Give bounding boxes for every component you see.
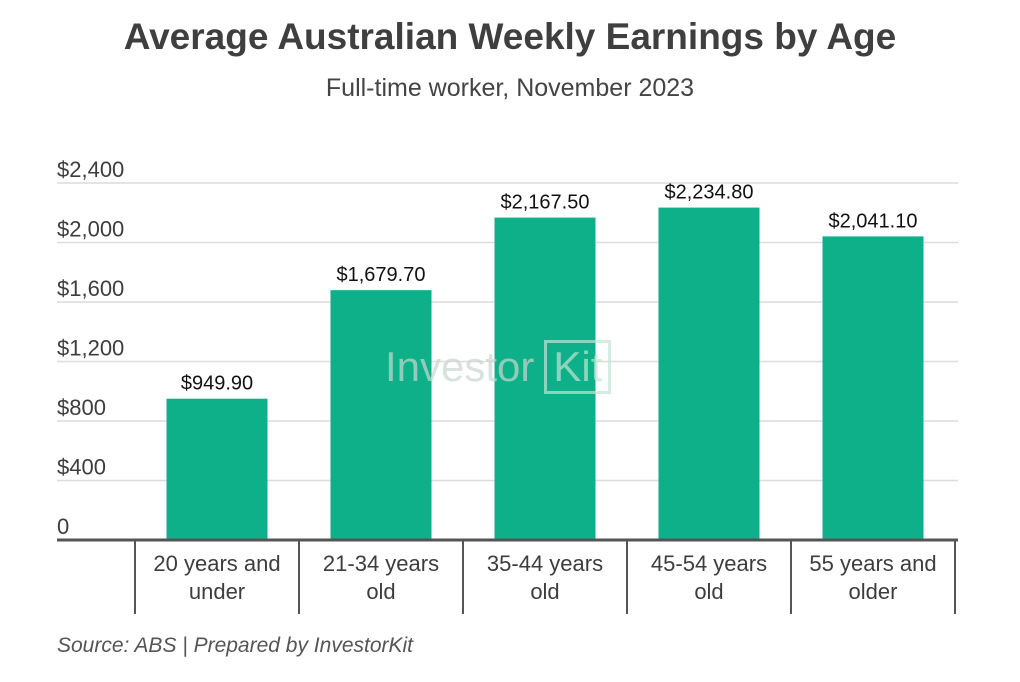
y-tick-label: $2,000: [57, 217, 124, 242]
y-tick-label: $1,200: [57, 336, 124, 361]
x-tick-label: 55 years and older: [809, 551, 936, 604]
bar-value-label: $949.90: [181, 373, 253, 395]
x-tick-label-line: 35-44 years: [487, 551, 603, 576]
x-tick-label: 21-34 years old: [323, 551, 439, 604]
x-tick-label: 20 years and under: [153, 551, 280, 604]
bar-value-label: $1,679.70: [337, 264, 426, 286]
bar: [822, 236, 924, 541]
bar: [658, 207, 760, 541]
y-tick-label: $800: [57, 395, 106, 420]
y-tick-label: $2,400: [57, 157, 124, 182]
x-tick-label-line: 45-54 years: [651, 551, 767, 576]
x-tick-label-line: 20 years and: [153, 551, 280, 576]
bar-value-label: $2,167.50: [501, 192, 590, 214]
x-tick-label-line: under: [189, 579, 245, 604]
x-tick-label-line: 21-34 years: [323, 551, 439, 576]
source-note: Source: ABS | Prepared by InvestorKit: [57, 634, 414, 657]
x-tick-label: 35-44 years old: [487, 551, 603, 604]
x-tick-label-line: old: [694, 579, 723, 604]
bar: [166, 398, 268, 540]
x-tick-label-line: older: [849, 579, 898, 604]
y-tick-label: $1,600: [57, 276, 124, 301]
x-tick-label-line: old: [530, 579, 559, 604]
x-tick-label: 45-54 years old: [651, 551, 767, 604]
chart-title: Average Australian Weekly Earnings by Ag…: [123, 16, 897, 57]
bar-value-label: $2,041.10: [829, 210, 918, 232]
y-tick-label: $400: [57, 455, 106, 480]
x-tick-label-line: old: [366, 579, 395, 604]
x-tick-label-line: 55 years and: [809, 551, 936, 576]
bar-value-label: $2,234.80: [665, 182, 754, 204]
bar: [494, 217, 596, 540]
y-tick-label: 0: [57, 514, 69, 539]
chart-subtitle: Full-time worker, November 2023: [325, 74, 695, 102]
bar: [330, 290, 432, 540]
